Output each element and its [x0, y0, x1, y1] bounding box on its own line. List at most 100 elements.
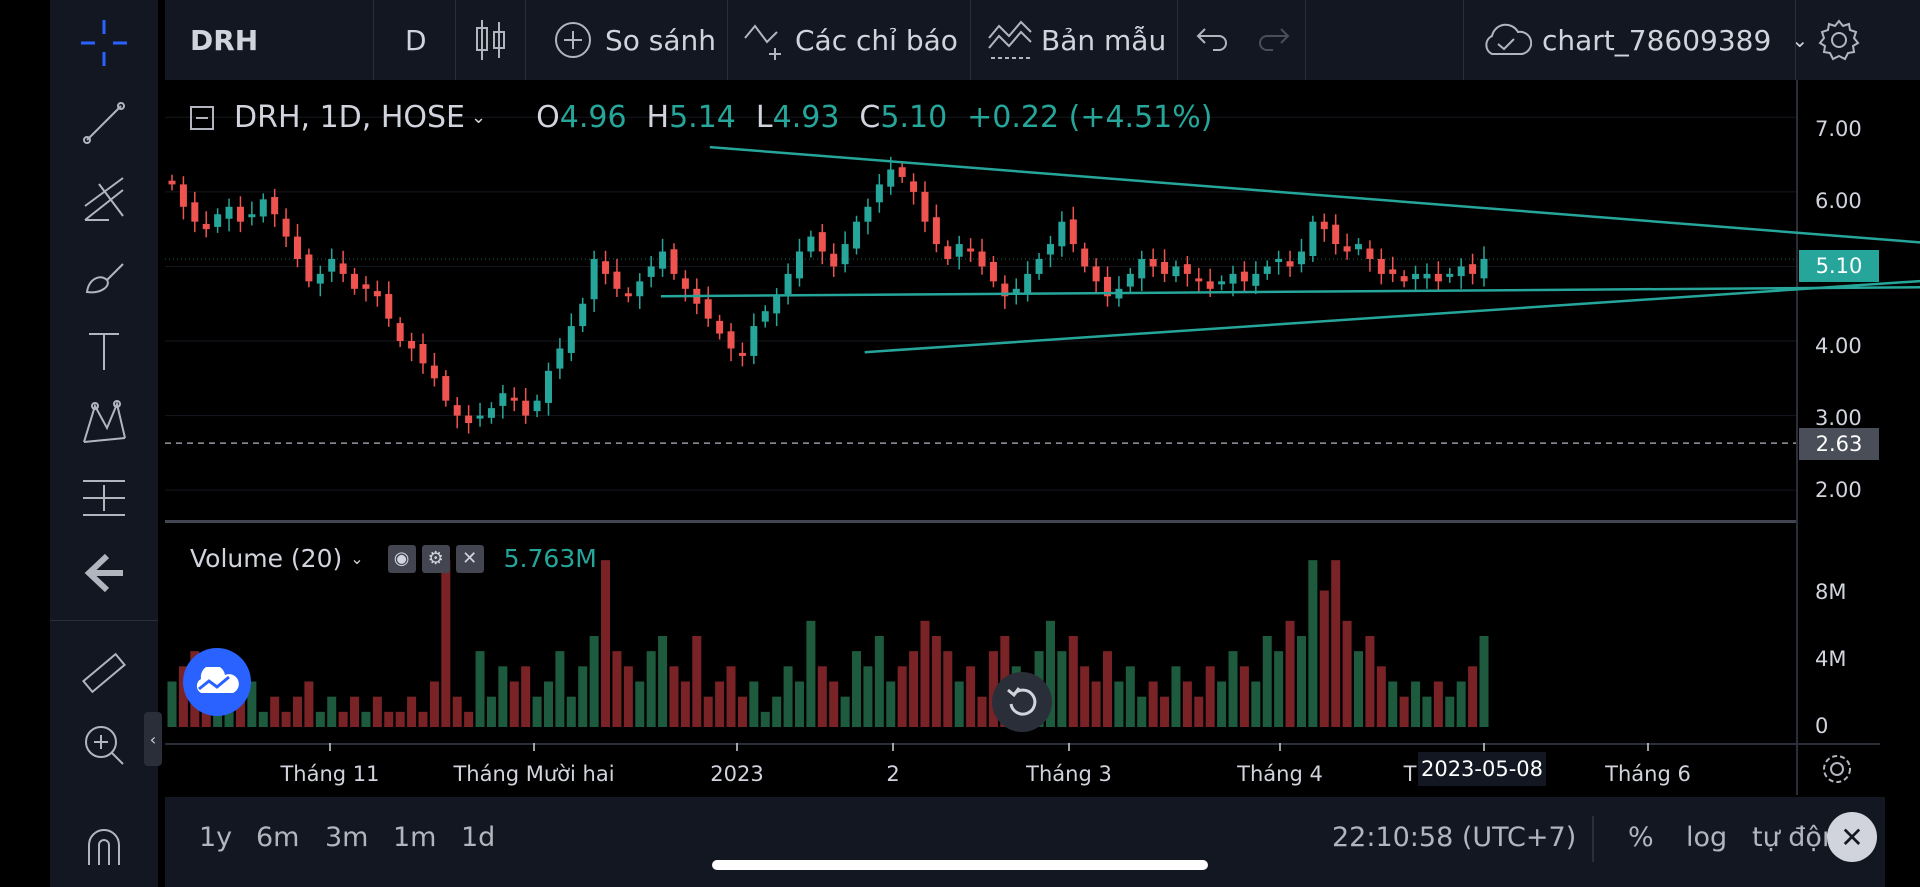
- range-3m-button[interactable]: 3m: [325, 822, 369, 853]
- candle-body: [282, 218, 290, 237]
- crosshair-date-label: 2023-05-08: [1418, 752, 1546, 786]
- candle-body: [556, 348, 564, 369]
- volume-bar: [669, 666, 679, 727]
- volume-bar: [555, 651, 565, 727]
- percent-scale-button[interactable]: %: [1628, 822, 1654, 853]
- trend-line-icon[interactable]: [50, 90, 158, 156]
- candle-body: [533, 400, 541, 412]
- interval-label: D: [405, 23, 427, 57]
- volume-bar: [1319, 590, 1329, 727]
- volume-bar: [361, 711, 371, 727]
- logo-button[interactable]: [183, 648, 251, 716]
- candle-body: [430, 365, 438, 379]
- ruler-icon[interactable]: [50, 640, 158, 706]
- indicators-button[interactable]: Các chỉ báo: [743, 0, 958, 80]
- collapse-toolbar-button[interactable]: ‹: [144, 712, 162, 766]
- candle-body: [305, 254, 313, 282]
- price-tick: 4.00: [1815, 334, 1862, 358]
- pane-separator[interactable]: [165, 520, 1880, 523]
- range-1y-button[interactable]: 1y: [199, 822, 233, 853]
- volume-bar: [1239, 666, 1249, 727]
- symbol-search-button[interactable]: DRH: [190, 0, 258, 80]
- zoom-in-icon[interactable]: [50, 712, 158, 778]
- candle-body: [1309, 221, 1317, 256]
- time-tick: 2: [886, 762, 900, 786]
- candle-body: [271, 197, 279, 215]
- brush-icon[interactable]: [50, 244, 158, 310]
- redo-button[interactable]: [1255, 0, 1291, 80]
- undo-button[interactable]: [1195, 0, 1231, 80]
- volume-bar: [783, 666, 793, 727]
- candle-body: [841, 244, 849, 265]
- interval-button[interactable]: D: [405, 0, 427, 80]
- log-scale-button[interactable]: log: [1686, 822, 1728, 853]
- candle-body: [967, 248, 975, 252]
- candle-body: [465, 415, 473, 424]
- chart-type-button[interactable]: [473, 0, 507, 80]
- volume-bar: [1445, 696, 1455, 727]
- volume-bar: [395, 711, 405, 727]
- candle-body: [830, 253, 838, 267]
- volume-bar: [1080, 666, 1090, 727]
- timezone-clock[interactable]: 22:10:58 (UTC+7): [1332, 822, 1577, 853]
- settings-button[interactable]: [1817, 0, 1861, 80]
- templates-label: Bản mẫu: [1041, 23, 1167, 57]
- volume-bar: [1103, 651, 1113, 727]
- volume-bar: [829, 681, 839, 727]
- text-icon[interactable]: [50, 318, 158, 384]
- range-6m-button[interactable]: 6m: [256, 822, 300, 853]
- pattern-icon[interactable]: [50, 390, 158, 456]
- volume-bar: [441, 560, 451, 727]
- candle-body: [1400, 276, 1408, 282]
- close-icon[interactable]: ✕: [455, 544, 484, 573]
- chart-name-label: chart_78609389: [1542, 23, 1772, 57]
- volume-bar: [1365, 636, 1375, 727]
- trend-line-horizontal: [660, 286, 1920, 298]
- candle-body: [624, 293, 632, 297]
- volume-title[interactable]: Volume (20): [190, 544, 343, 573]
- volume-bar: [817, 666, 827, 727]
- toolbar-divider: [373, 0, 374, 80]
- templates-icon: [988, 20, 1032, 59]
- save-layout-button[interactable]: chart_78609389 ⌄: [1480, 0, 1808, 80]
- scale-settings-button[interactable]: [1820, 752, 1854, 790]
- price-pane[interactable]: [165, 80, 1795, 520]
- price-tick: 3.00: [1815, 406, 1862, 430]
- close-overlay-button[interactable]: ✕: [1827, 812, 1877, 862]
- candle-body: [1469, 264, 1477, 274]
- candle-body: [887, 169, 895, 187]
- collapse-legend-icon[interactable]: [190, 105, 214, 130]
- settings-gear-icon[interactable]: ⚙: [421, 544, 450, 573]
- compare-button[interactable]: So sánh: [553, 0, 716, 80]
- volume-legend: Volume (20) ⌄ ◉ ⚙ ✕ 5.763M: [190, 544, 597, 573]
- toolbar-divider: [1463, 0, 1464, 80]
- time-tick: Tháng 11: [280, 762, 380, 786]
- pitchfork-icon[interactable]: [50, 168, 158, 234]
- reset-chart-button[interactable]: [992, 672, 1052, 732]
- templates-button[interactable]: Bản mẫu: [987, 0, 1166, 80]
- eye-icon[interactable]: ◉: [387, 544, 416, 573]
- price-scale[interactable]: [1798, 80, 1880, 743]
- crosshair-icon[interactable]: [50, 10, 158, 76]
- range-1d-button[interactable]: 1d: [461, 822, 496, 853]
- volume-bar: [852, 651, 862, 727]
- symbol-description[interactable]: DRH, 1D, HOSE: [234, 100, 466, 135]
- volume-bar: [235, 696, 245, 727]
- crosshair-date-value: 2023-05-08: [1420, 757, 1544, 781]
- volume-bar: [863, 666, 873, 727]
- back-arrow-icon[interactable]: [50, 540, 158, 606]
- candles-icon: [476, 20, 505, 60]
- volume-bar: [1160, 696, 1170, 727]
- volume-bar: [418, 711, 428, 727]
- candle-body: [1069, 219, 1077, 245]
- measure-prediction-icon[interactable]: [50, 465, 158, 531]
- bottom-toolbar: [165, 797, 1885, 887]
- volume-bar: [1262, 636, 1272, 727]
- candle-body: [1320, 221, 1328, 230]
- volume-bar: [1411, 681, 1421, 727]
- range-1m-button[interactable]: 1m: [393, 822, 437, 853]
- crosshair-price-label: 2.63: [1799, 428, 1879, 460]
- candle-body: [1275, 258, 1283, 262]
- magnet-icon[interactable]: [50, 815, 158, 881]
